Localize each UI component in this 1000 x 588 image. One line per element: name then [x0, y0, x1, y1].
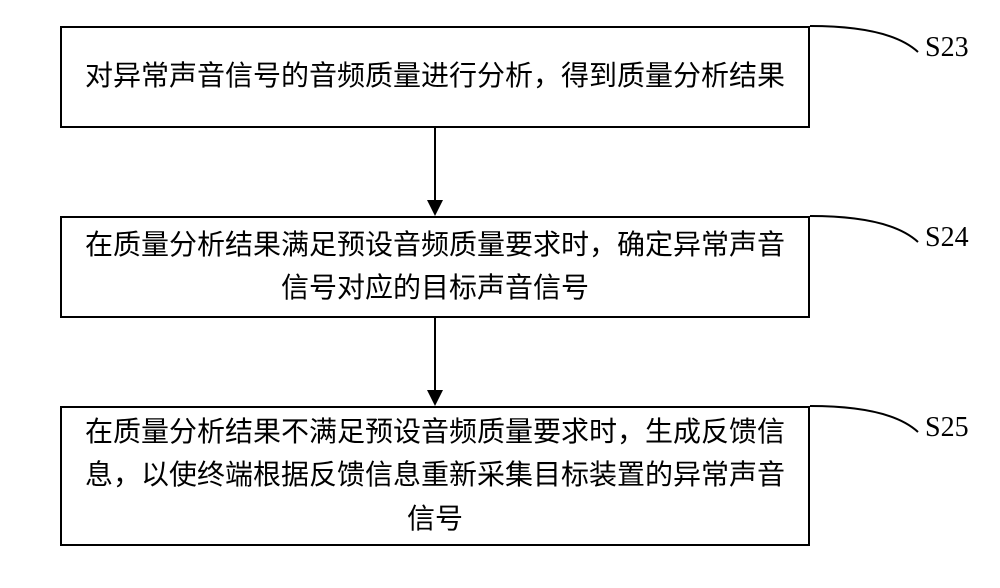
flow-node-text: 在质量分析结果不满足预设音频质量要求时，生成反馈信息，以使终端根据反馈信息重新采…: [74, 411, 796, 541]
flow-node-text: 在质量分析结果满足预设音频质量要求时，确定异常声音信号对应的目标声音信号: [74, 224, 796, 311]
step-label-s25: S25: [925, 412, 969, 444]
flowchart-canvas: 对异常声音信号的音频质量进行分析，得到质量分析结果 S23 在质量分析结果满足预设音…: [0, 0, 1000, 588]
label-connector-s23: [806, 22, 922, 56]
label-connector-s25: [806, 402, 922, 436]
step-label-s23: S23: [925, 32, 969, 64]
arrow-s23-s24: [415, 128, 455, 216]
flow-node-s23: 对异常声音信号的音频质量进行分析，得到质量分析结果: [60, 26, 810, 128]
arrow-s24-s25: [415, 318, 455, 406]
flow-node-text: 对异常声音信号的音频质量进行分析，得到质量分析结果: [85, 55, 785, 98]
flow-node-s24: 在质量分析结果满足预设音频质量要求时，确定异常声音信号对应的目标声音信号: [60, 216, 810, 318]
step-label-s24: S24: [925, 222, 969, 254]
label-connector-s24: [806, 212, 922, 246]
flow-node-s25: 在质量分析结果不满足预设音频质量要求时，生成反馈信息，以使终端根据反馈信息重新采…: [60, 406, 810, 546]
